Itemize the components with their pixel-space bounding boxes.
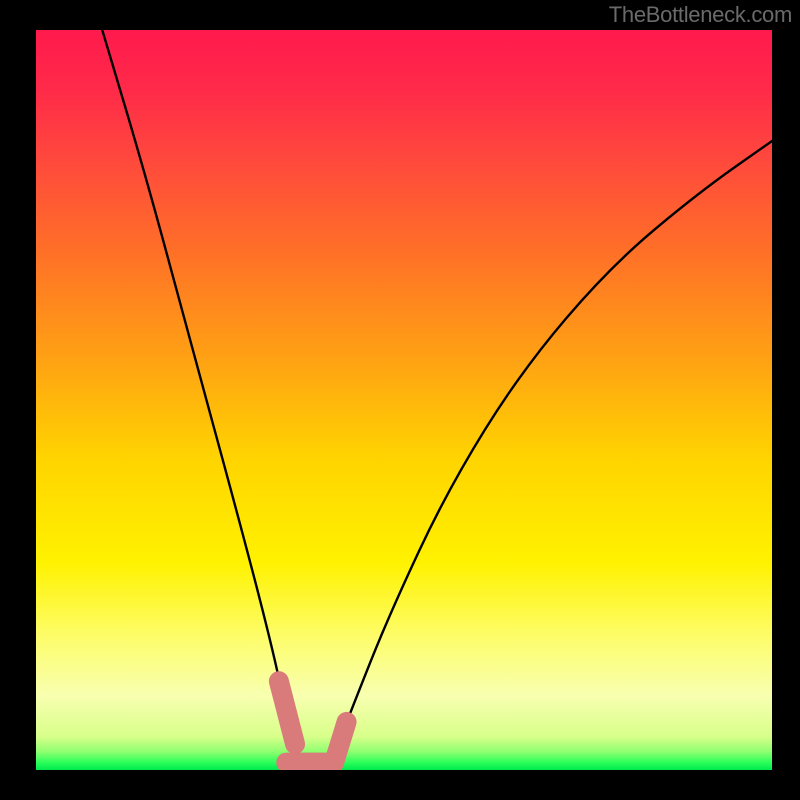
heat-gradient-bg [36, 30, 772, 770]
bottleneck-chart [0, 0, 800, 800]
stage: TheBottleneck.com [0, 0, 800, 800]
watermark-text: TheBottleneck.com [609, 2, 792, 28]
